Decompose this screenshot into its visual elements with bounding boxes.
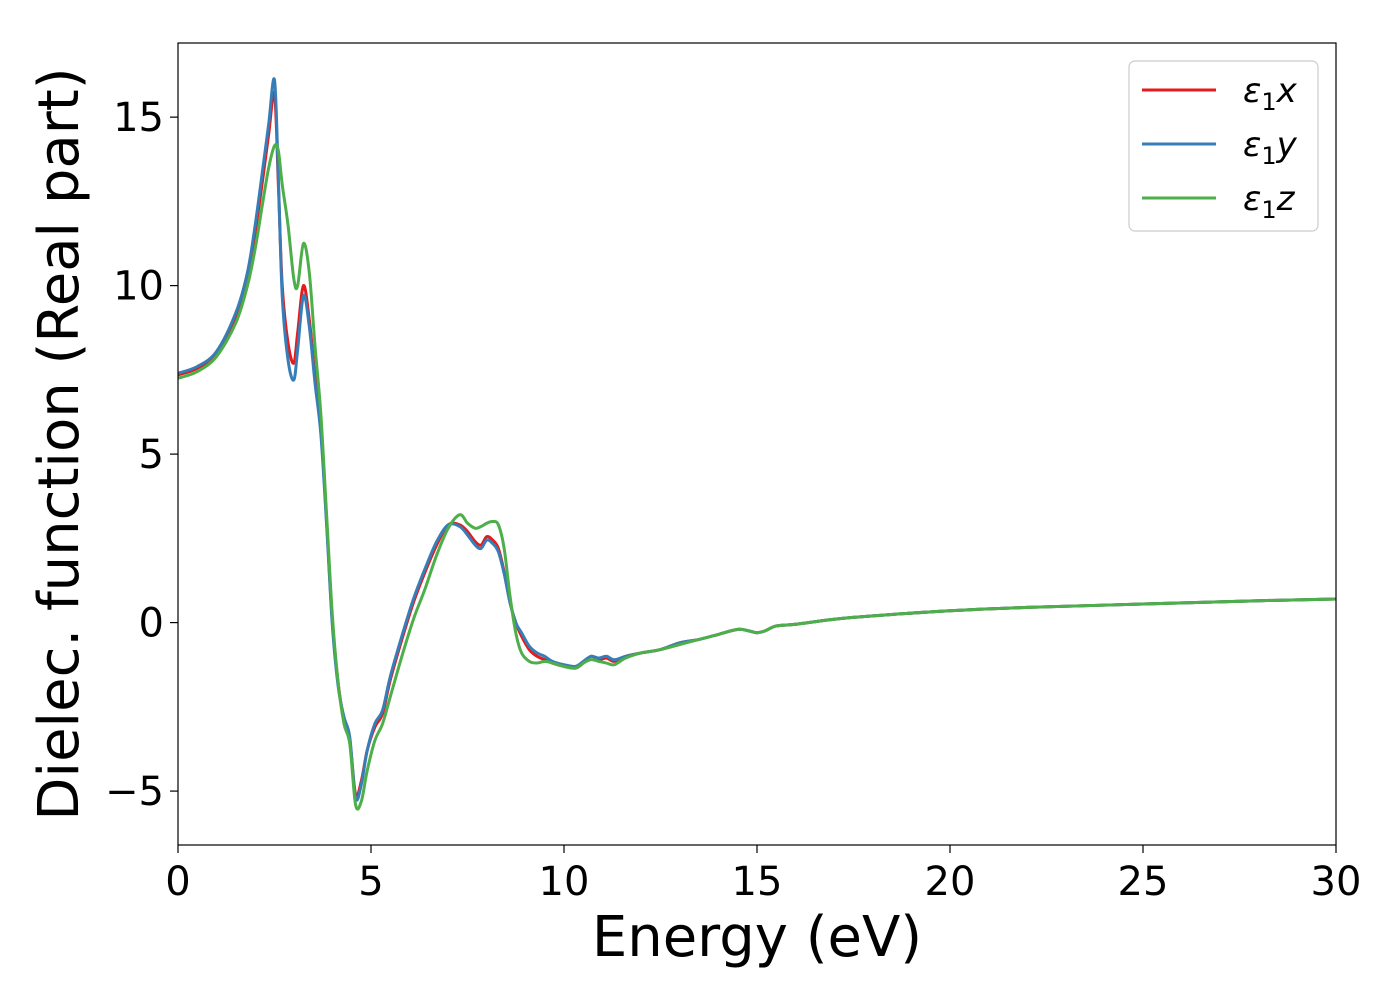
y-tick-label: −5	[105, 769, 164, 815]
series-line-z	[178, 142, 1336, 811]
x-tick-label: 30	[1311, 859, 1362, 905]
y-tick-label: 10	[113, 264, 164, 310]
x-tick-label: 25	[1118, 859, 1169, 905]
y-tick-label: 5	[139, 432, 164, 478]
legend: ε1x ε1y ε1z	[1128, 60, 1319, 232]
x-tick-label: 0	[165, 859, 190, 905]
y-tick-label: 15	[113, 95, 164, 141]
legend-label-y: ε1y	[1243, 125, 1298, 170]
x-tick-label: 20	[925, 859, 976, 905]
y-axis-title: Dielec. function (Real part)	[27, 67, 92, 820]
x-axis-title: Energy (eV)	[592, 905, 922, 970]
legend-label-z: ε1z	[1243, 179, 1296, 224]
y-tick-label: 0	[139, 601, 164, 647]
legend-box	[1128, 60, 1319, 232]
x-tick-label: 15	[732, 859, 783, 905]
legend-label-x: ε1x	[1243, 71, 1298, 116]
x-tick-label: 10	[539, 859, 590, 905]
series-layer	[178, 77, 1336, 811]
x-tick-label: 5	[358, 859, 383, 905]
plot-frame	[177, 42, 1337, 846]
